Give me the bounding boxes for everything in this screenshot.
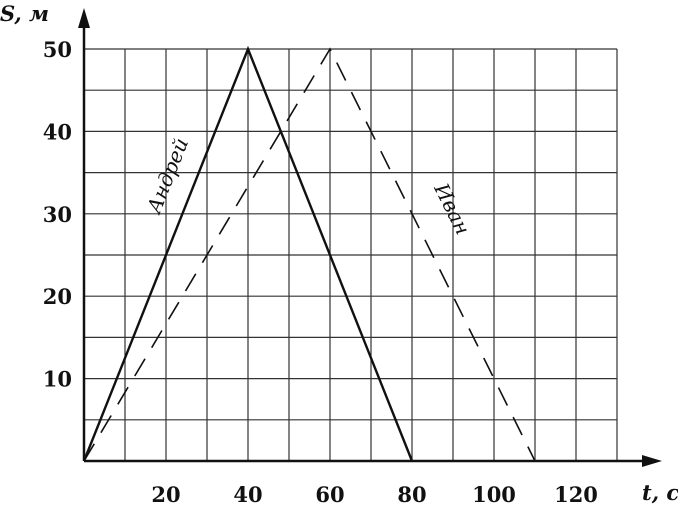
y-tick-label: 50 (43, 37, 72, 62)
x-tick-label: 80 (397, 482, 426, 507)
series-layer (82, 45, 536, 462)
x-tick-label: 60 (315, 482, 344, 507)
x-tick-label: 40 (233, 482, 262, 507)
y-axis-label: S, м (0, 1, 49, 26)
grid (84, 48, 618, 461)
y-axis-arrow (78, 8, 90, 28)
y-tick-label: 10 (43, 367, 72, 392)
x-tick-label: 120 (554, 482, 598, 507)
x-tick-label: 20 (151, 482, 180, 507)
y-tick-label: 30 (43, 202, 72, 227)
axes (78, 8, 662, 467)
series-line-1 (83, 47, 536, 462)
x-axis-arrow (642, 455, 662, 467)
y-tick-label: 40 (43, 119, 72, 144)
series-label-ivan: Иван (429, 178, 475, 238)
series-line-0 (82, 45, 414, 462)
tick-labels: 20 40 60 80 100 120 10 20 30 40 50 (43, 37, 598, 507)
y-tick-label: 20 (43, 284, 72, 309)
x-tick-label: 100 (472, 482, 516, 507)
x-axis-label: t, c (642, 480, 678, 505)
